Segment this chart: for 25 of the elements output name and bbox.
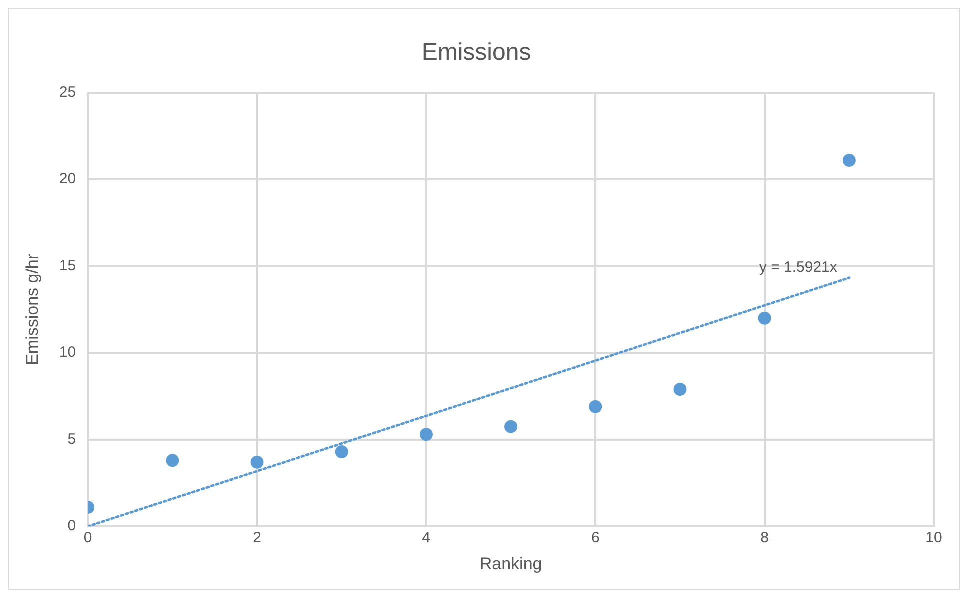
x-tick-label: 2 bbox=[253, 530, 262, 547]
point bbox=[166, 454, 180, 468]
x-tick-label: 4 bbox=[422, 530, 431, 547]
point bbox=[504, 420, 518, 434]
point bbox=[589, 400, 602, 414]
point bbox=[674, 383, 687, 396]
chart-title: Emissions bbox=[422, 39, 532, 66]
y-tick-label: 0 bbox=[68, 518, 76, 535]
x-tick-label: 0 bbox=[84, 530, 92, 547]
y-tick-label: 5 bbox=[68, 430, 76, 448]
x-tick-label: 6 bbox=[591, 530, 600, 547]
x-tick-label: 8 bbox=[760, 530, 769, 547]
y-tick-label: 25 bbox=[59, 84, 76, 101]
point bbox=[758, 312, 772, 325]
point bbox=[335, 445, 348, 458]
point bbox=[420, 428, 433, 442]
annotation: y = 1.5921x bbox=[759, 259, 838, 276]
y-tick-label: 10 bbox=[59, 344, 76, 362]
point bbox=[250, 456, 264, 469]
y-tick-label: 15 bbox=[59, 257, 76, 274]
y-tick-label: 20 bbox=[59, 170, 76, 188]
point bbox=[842, 154, 856, 167]
x-axis-title: Ranking bbox=[480, 554, 542, 574]
x-tick-label: 10 bbox=[926, 530, 942, 547]
y-axis-title: Emissions g/hr bbox=[22, 254, 42, 366]
